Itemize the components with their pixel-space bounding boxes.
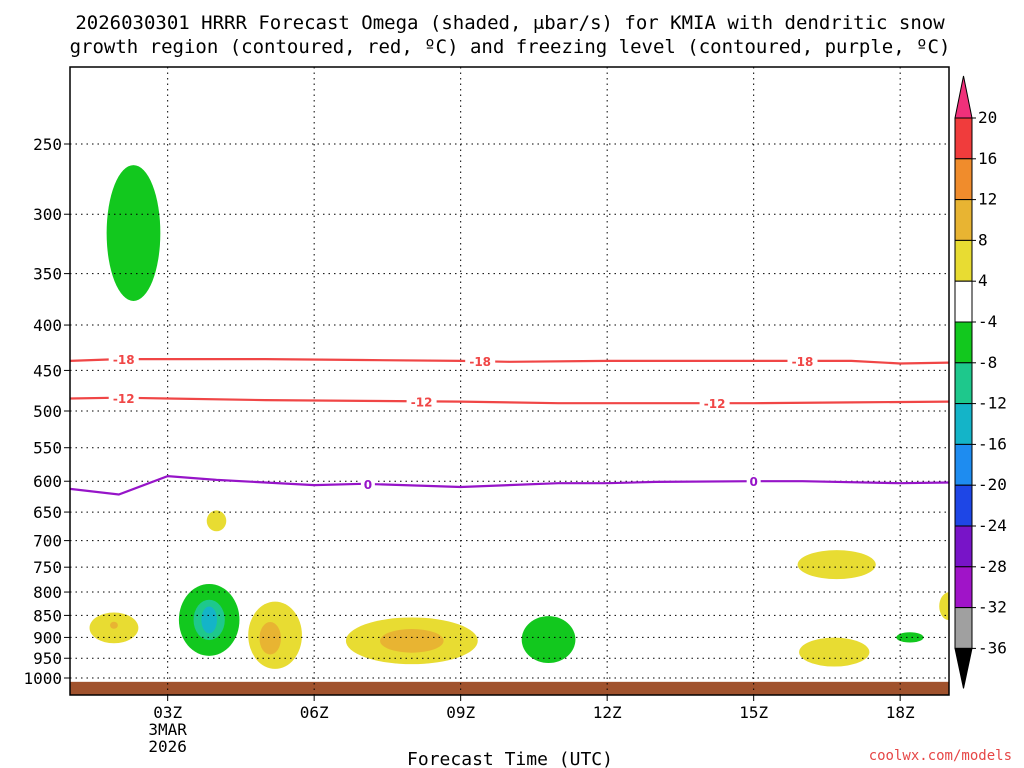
colorbar-label-4: 4 [978,271,988,290]
xtick-label-06Z: 06Z [300,703,329,722]
ytick-label-250: 250 [33,135,62,154]
colorbar-label--20: -20 [978,475,1007,494]
omega-region-10 [380,628,444,653]
colorbar-cell-8 [954,443,973,486]
isotherm-label--12: -12 [113,392,135,406]
xtick-label-18Z: 18Z [886,703,915,722]
isotherm-label-bg [360,476,375,491]
ytick-label-800: 800 [33,583,62,602]
x-axis-label: Forecast Time (UTC) [407,749,613,768]
isotherm-label--12: -12 [411,395,433,409]
ytick-label-750: 750 [33,558,62,577]
isotherm-label-bg [746,474,761,489]
omega-region-8 [259,622,281,655]
isotherm-label-0: 0 [364,478,372,492]
watermark: coolwx.com/models [869,748,1012,764]
ytick-label-300: 300 [33,205,62,224]
xtick-year: 2026 [148,737,187,756]
colorbar-bottom-arrow [954,647,973,689]
ytick-label-350: 350 [33,265,62,284]
colorbar-label--8: -8 [978,353,997,372]
ground-surface [70,681,949,695]
ytick-label-600: 600 [33,472,62,491]
colorbar-cell-0 [954,117,973,160]
ytick-label-550: 550 [33,439,62,458]
colorbar-cell-10 [954,525,973,568]
xtick-label-15Z: 15Z [739,703,768,722]
ytick-label-950: 950 [33,649,62,668]
colorbar-label-20: 20 [978,108,997,127]
xtick-label-09Z: 09Z [446,703,475,722]
colorbar-cell-6 [954,362,973,405]
colorbar-cell-1 [954,158,973,201]
omega-region-13 [799,637,870,667]
colorbar-label--24: -24 [978,516,1007,535]
colorbar-label--16: -16 [978,434,1007,453]
chart-title-line2: growth region (contoured, red, ºC) and f… [70,36,951,58]
isotherm-0 [70,474,949,496]
ytick-label-1000: 1000 [23,669,62,688]
colorbar-label-12: 12 [978,190,997,209]
xtick-label-12Z: 12Z [593,703,622,722]
colorbar-label-8: 8 [978,230,988,249]
ytick-label-650: 650 [33,503,62,522]
ytick-label-850: 850 [33,606,62,625]
isotherm-label-bg [108,352,139,367]
omega-region-12 [797,550,876,580]
ytick-label-900: 900 [33,628,62,647]
plot-frame [69,66,950,696]
isotherm-label--12: -12 [704,397,726,411]
colorbar-label--36: -36 [978,638,1007,657]
colorbar-cell-9 [954,484,973,527]
colorbar-label--12: -12 [978,394,1007,413]
colorbar-top-arrow [954,75,973,119]
isotherm-label--18: -18 [792,355,814,369]
isotherm-label-bg [699,396,730,411]
colorbar-cell-5 [954,321,973,364]
colorbar-cell-4 [954,280,973,323]
colorbar: 20 16 12 8 4 -4 -8 -12 -16 -20 -24 -28 -32 -36 [954,75,1007,689]
ytick-label-400: 400 [33,316,62,335]
isotherm-label-bg [406,394,437,409]
isotherm-label-0: 0 [749,475,757,489]
colorbar-label--28: -28 [978,557,1007,576]
colorbar-cell-12 [954,607,973,649]
colorbar-cell-2 [954,199,973,241]
omega-region-1 [206,510,227,532]
ytick-label-700: 700 [33,532,62,551]
colorbar-label--4: -4 [978,312,997,331]
isotherm--12 [70,396,949,405]
colorbar-cell-7 [954,403,973,445]
isotherm-label-bg [465,354,496,369]
chart-title-line1: 2026030301 HRRR Forecast Omega (shaded, … [75,12,945,34]
colorbar-cell-11 [954,566,973,609]
colorbar-cell-3 [954,239,973,282]
omega-region-0 [106,165,161,301]
ytick-label-500: 500 [33,402,62,421]
xtick-date: 3MAR [148,720,187,739]
isotherm-label--18: -18 [113,353,135,367]
omega-region-6 [201,606,217,634]
omega-region-11 [521,616,576,663]
colorbar-label-16: 16 [978,149,997,168]
omega-region-15 [939,592,949,621]
colorbar-label--32: -32 [978,598,1007,617]
omega-region-14 [896,632,924,643]
omega-region-3 [110,621,118,629]
ytick-label-450: 450 [33,361,62,380]
xtick-label-03Z: 03Z [153,703,182,722]
isotherm-label-bg [787,353,818,368]
isotherm-label--18: -18 [469,355,491,369]
isotherm-label-bg [108,390,139,405]
